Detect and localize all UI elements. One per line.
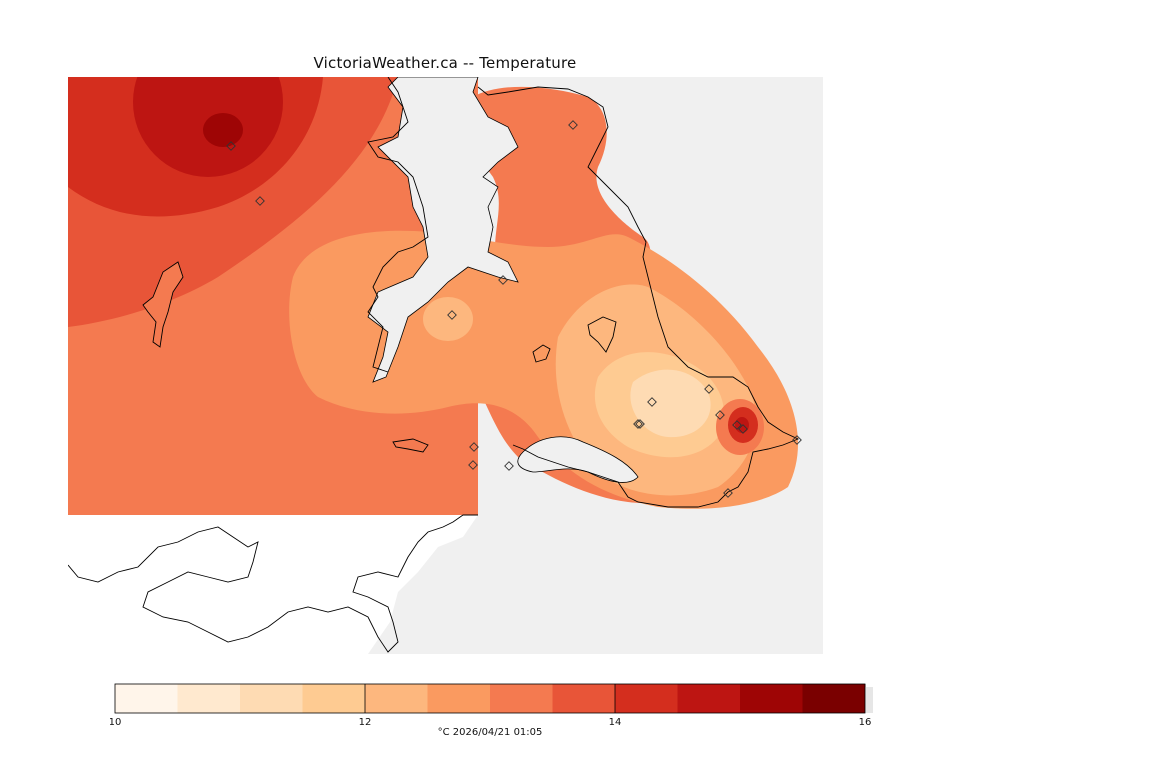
station-marker[interactable]	[647, 397, 657, 407]
colorbar-tick-label: 16	[859, 717, 872, 728]
station-marker[interactable]	[732, 420, 742, 430]
temperature-field-east-hot-peak	[735, 417, 749, 433]
colorbar-shadow	[865, 687, 873, 713]
station-markers	[226, 120, 802, 498]
station-marker[interactable]	[715, 410, 725, 420]
southern-harbour	[517, 436, 639, 483]
station-marker[interactable]	[255, 196, 265, 206]
coastline-island-small-east	[532, 344, 551, 363]
station-marker[interactable]	[723, 488, 733, 498]
coastline-peninsula	[477, 86, 800, 508]
station-marker[interactable]	[633, 419, 643, 429]
colorbar-bin	[240, 684, 303, 713]
colorbar: 10 12 14 16	[110, 683, 873, 728]
station-marker[interactable]	[468, 460, 478, 470]
colorbar-frame	[114, 683, 866, 714]
colorbar-bin	[427, 684, 491, 713]
colorbar-tick-label: 12	[359, 717, 372, 728]
colorbar-tick-label: 10	[110, 717, 121, 728]
unshaded-land-south	[68, 515, 478, 654]
colorbar-bin	[802, 684, 866, 713]
colorbar-bin	[552, 684, 616, 713]
station-marker[interactable]	[738, 424, 748, 434]
station-marker[interactable]	[792, 435, 802, 445]
coastline-island-south	[392, 438, 429, 453]
temperature-field-east-minimum	[630, 369, 711, 438]
temperature-field-west-cool	[423, 297, 473, 341]
temperature-field-north-west-peak	[203, 113, 243, 147]
station-marker[interactable]	[469, 442, 479, 452]
station-marker[interactable]	[226, 141, 236, 151]
station-marker[interactable]	[635, 419, 645, 429]
station-marker[interactable]	[568, 120, 578, 130]
temperature-map	[68, 77, 823, 654]
colorbar-bin	[677, 684, 741, 713]
colorbar-bins	[115, 684, 873, 713]
units-and-timestamp: °C 2026/04/21 01:05	[437, 727, 543, 738]
station-marker[interactable]	[447, 310, 457, 320]
colorbar-bin	[615, 684, 678, 713]
colorbar-tick-label: 14	[609, 717, 622, 728]
colorbar-bin	[490, 684, 553, 713]
coastline-island-east	[587, 316, 617, 353]
coastline-vancouver-island	[367, 77, 429, 373]
chart-title: VictoriaWeather.ca -- Temperature	[313, 54, 577, 72]
colorbar-bin	[302, 684, 366, 713]
station-marker[interactable]	[504, 461, 514, 471]
station-marker[interactable]	[498, 275, 508, 285]
colorbar-bin	[740, 684, 803, 713]
coastline-mainland-southwest	[68, 514, 478, 653]
saanich-inlet	[367, 77, 519, 383]
station-marker[interactable]	[704, 384, 714, 394]
coastline-small-island-west	[142, 261, 184, 348]
colorbar-ticks: 10 12 14 16	[110, 684, 871, 728]
colorbar-bin	[115, 684, 178, 713]
colorbar-bin	[177, 684, 241, 713]
colorbar-bin	[365, 684, 428, 713]
